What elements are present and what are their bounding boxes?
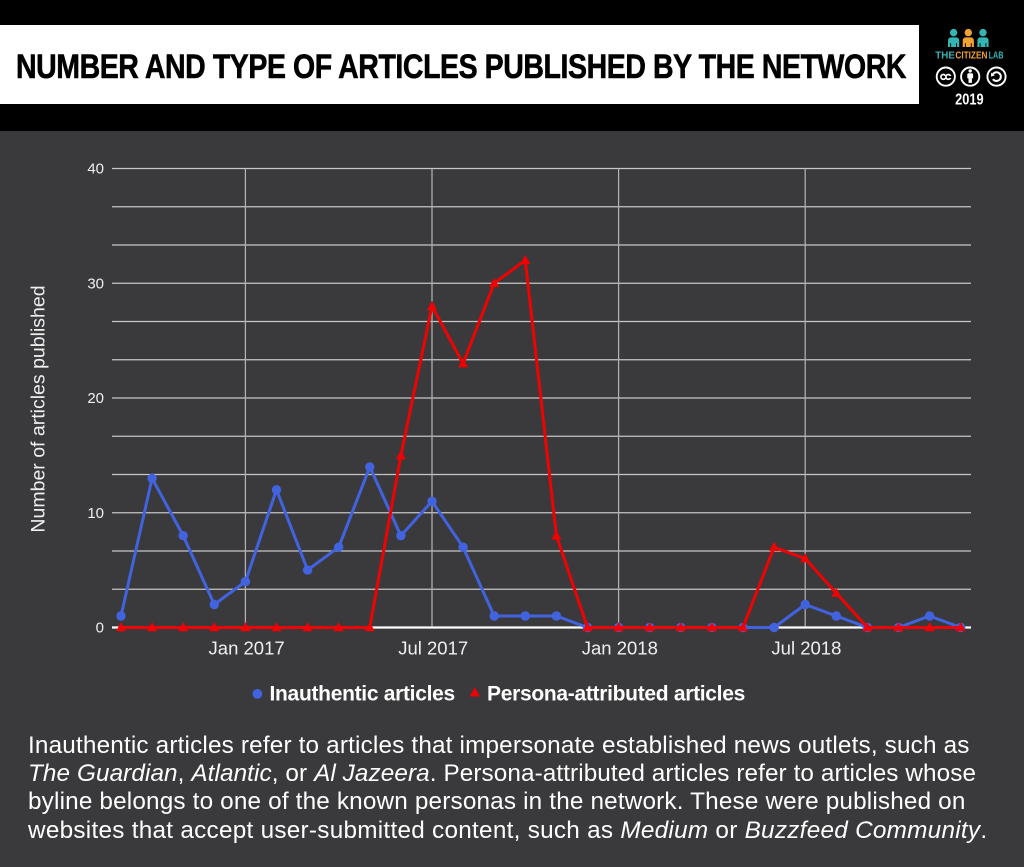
svg-text:0: 0 <box>96 620 104 637</box>
svg-text:10: 10 <box>87 505 104 522</box>
svg-text:Jul 2018: Jul 2018 <box>771 638 841 659</box>
svg-text:Jan 2018: Jan 2018 <box>582 638 658 659</box>
svg-text:40: 40 <box>87 161 104 178</box>
svg-text:Inauthentic articles: Inauthentic articles <box>270 683 455 706</box>
svg-text:THE: THE <box>935 51 955 62</box>
svg-text:2019: 2019 <box>955 91 984 108</box>
svg-text:30: 30 <box>87 275 104 292</box>
svg-text:CITIZEN: CITIZEN <box>955 51 987 62</box>
svg-text:Number of articles published: Number of articles published <box>28 285 50 532</box>
svg-text:LAB: LAB <box>989 51 1004 62</box>
svg-text:Persona-attributed articles: Persona-attributed articles <box>487 683 745 706</box>
svg-text:20: 20 <box>87 390 104 407</box>
svg-text:Jul 2017: Jul 2017 <box>398 638 468 659</box>
svg-text:Jan 2017: Jan 2017 <box>209 638 285 659</box>
